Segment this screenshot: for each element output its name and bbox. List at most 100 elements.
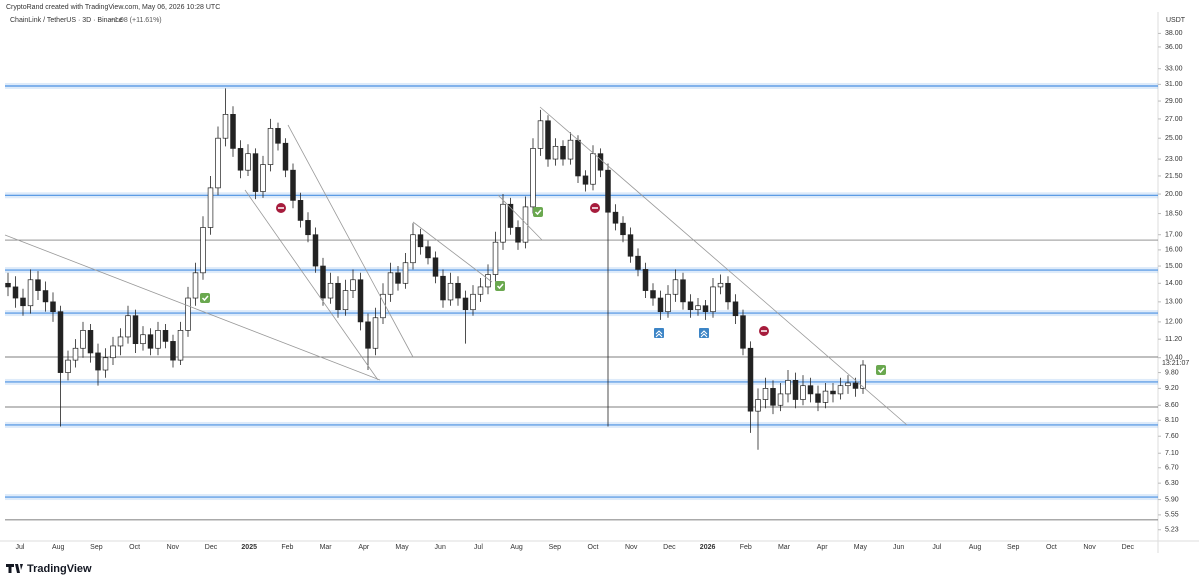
candle-body: [110, 345, 116, 359]
x-tick-label: Oct: [588, 544, 599, 551]
candle-body: [612, 211, 619, 224]
candle-body: [852, 382, 859, 389]
x-tick-label: Oct: [1046, 544, 1057, 551]
y-tick-label: 14.00: [1165, 280, 1183, 287]
candle-body: [537, 120, 544, 149]
candle-body: [395, 272, 401, 284]
candle-body: [365, 321, 371, 349]
candle-body: [87, 330, 94, 354]
candle-body: [785, 380, 791, 395]
candle-body: [605, 169, 611, 213]
x-tick-label: Dec: [205, 544, 218, 551]
x-tick-label: Feb: [281, 544, 293, 551]
candle-body: [125, 315, 131, 338]
candle-body: [860, 364, 866, 389]
x-tick-label: May: [854, 544, 868, 551]
candle-body: [42, 290, 49, 303]
candle-body: [477, 286, 484, 295]
candle-body: [222, 113, 229, 139]
candle-body: [132, 315, 139, 345]
trendline: [287, 124, 414, 358]
x-tick-label: Nov: [1083, 544, 1096, 551]
y-tick-label: 6.30: [1165, 480, 1179, 487]
candle-body: [815, 393, 821, 403]
candle-body: [687, 301, 694, 311]
y-tick-label: 5.55: [1165, 512, 1179, 519]
candle-body: [680, 279, 686, 303]
candle-body: [575, 139, 581, 177]
y-tick-label: 25.00: [1165, 135, 1183, 142]
trendline: [539, 106, 908, 426]
plot: 38.00 36.00 33.00 31.00 29.00 27.00 25.00 23.00…: [5, 30, 1183, 551]
x-tick-label: Jul: [932, 544, 941, 551]
candle-body: [777, 393, 784, 406]
candle-body: [672, 279, 679, 295]
candle-body: [515, 227, 521, 243]
axis-unit: USDT: [1166, 17, 1186, 24]
y-tick-label: 5.23: [1165, 527, 1179, 534]
candle-body: [552, 145, 559, 160]
candle-body: [755, 399, 761, 412]
candle-body: [320, 265, 326, 299]
header: CryptoRand created with TradingView.com,…: [6, 4, 220, 11]
candle-body: [425, 246, 431, 259]
candle-body: [627, 234, 634, 257]
y-tick-label: 8.60: [1165, 402, 1179, 409]
x-tick-label: Jul: [16, 544, 25, 551]
y-tick-label: 38.00: [1165, 30, 1183, 37]
candle-body: [192, 272, 199, 299]
y-tick-label: 9.80: [1165, 369, 1179, 376]
candle-body: [387, 272, 394, 295]
candle-body: [252, 153, 259, 192]
y-tick-label: 31.00: [1165, 81, 1183, 88]
candle-body: [462, 297, 469, 311]
candle-body: [297, 200, 304, 221]
candle-body: [402, 262, 409, 284]
trendlines: [4, 106, 908, 426]
y-tick-label: 11.20: [1165, 336, 1182, 343]
candle-body: [12, 286, 19, 299]
candle-body: [20, 297, 26, 307]
candle-body: [155, 330, 161, 349]
trendline: [244, 189, 379, 381]
candle-body: [335, 282, 341, 311]
candle-body: [162, 330, 169, 342]
candle-body: [642, 269, 649, 291]
candle-body: [282, 142, 289, 171]
y-tick-label: 12.00: [1165, 319, 1183, 326]
candle-body: [725, 282, 731, 303]
check-icon: [533, 207, 543, 217]
up-icon: [699, 328, 709, 338]
x-tick-label: 2025: [241, 544, 257, 551]
candle-body: [147, 334, 154, 349]
candle-body: [545, 120, 551, 160]
candle-body: [5, 282, 11, 288]
candle-body: [830, 390, 836, 395]
y-tick-label: 6.70: [1165, 465, 1179, 472]
x-tick-label: 2026: [700, 544, 716, 551]
change: +1.08 (+11.61%): [110, 17, 162, 24]
candle-body: [312, 234, 319, 267]
check-icon: [495, 281, 505, 291]
x-tick-label: Dec: [1122, 544, 1135, 551]
candle-body: [140, 334, 146, 345]
candle-body: [432, 257, 439, 277]
candle-body: [267, 128, 274, 165]
y-tick-label: 29.00: [1165, 98, 1183, 105]
y-tick-label: 13.00: [1165, 299, 1183, 306]
candle-body: [245, 153, 251, 171]
candle-body: [350, 279, 356, 291]
y-tick-label: 9.20: [1165, 385, 1179, 392]
y-tick-label: 20.00: [1165, 191, 1183, 198]
candle-body: [177, 330, 184, 361]
candle-body: [410, 234, 416, 264]
candle-body: [522, 206, 529, 243]
x-tick-label: Aug: [510, 544, 523, 551]
candle-body: [807, 385, 814, 395]
candle-body: [230, 113, 236, 149]
candle-body: [447, 282, 454, 301]
candle-body: [635, 255, 641, 270]
y-tick-label: 27.00: [1165, 116, 1183, 123]
candle-body: [80, 330, 86, 349]
